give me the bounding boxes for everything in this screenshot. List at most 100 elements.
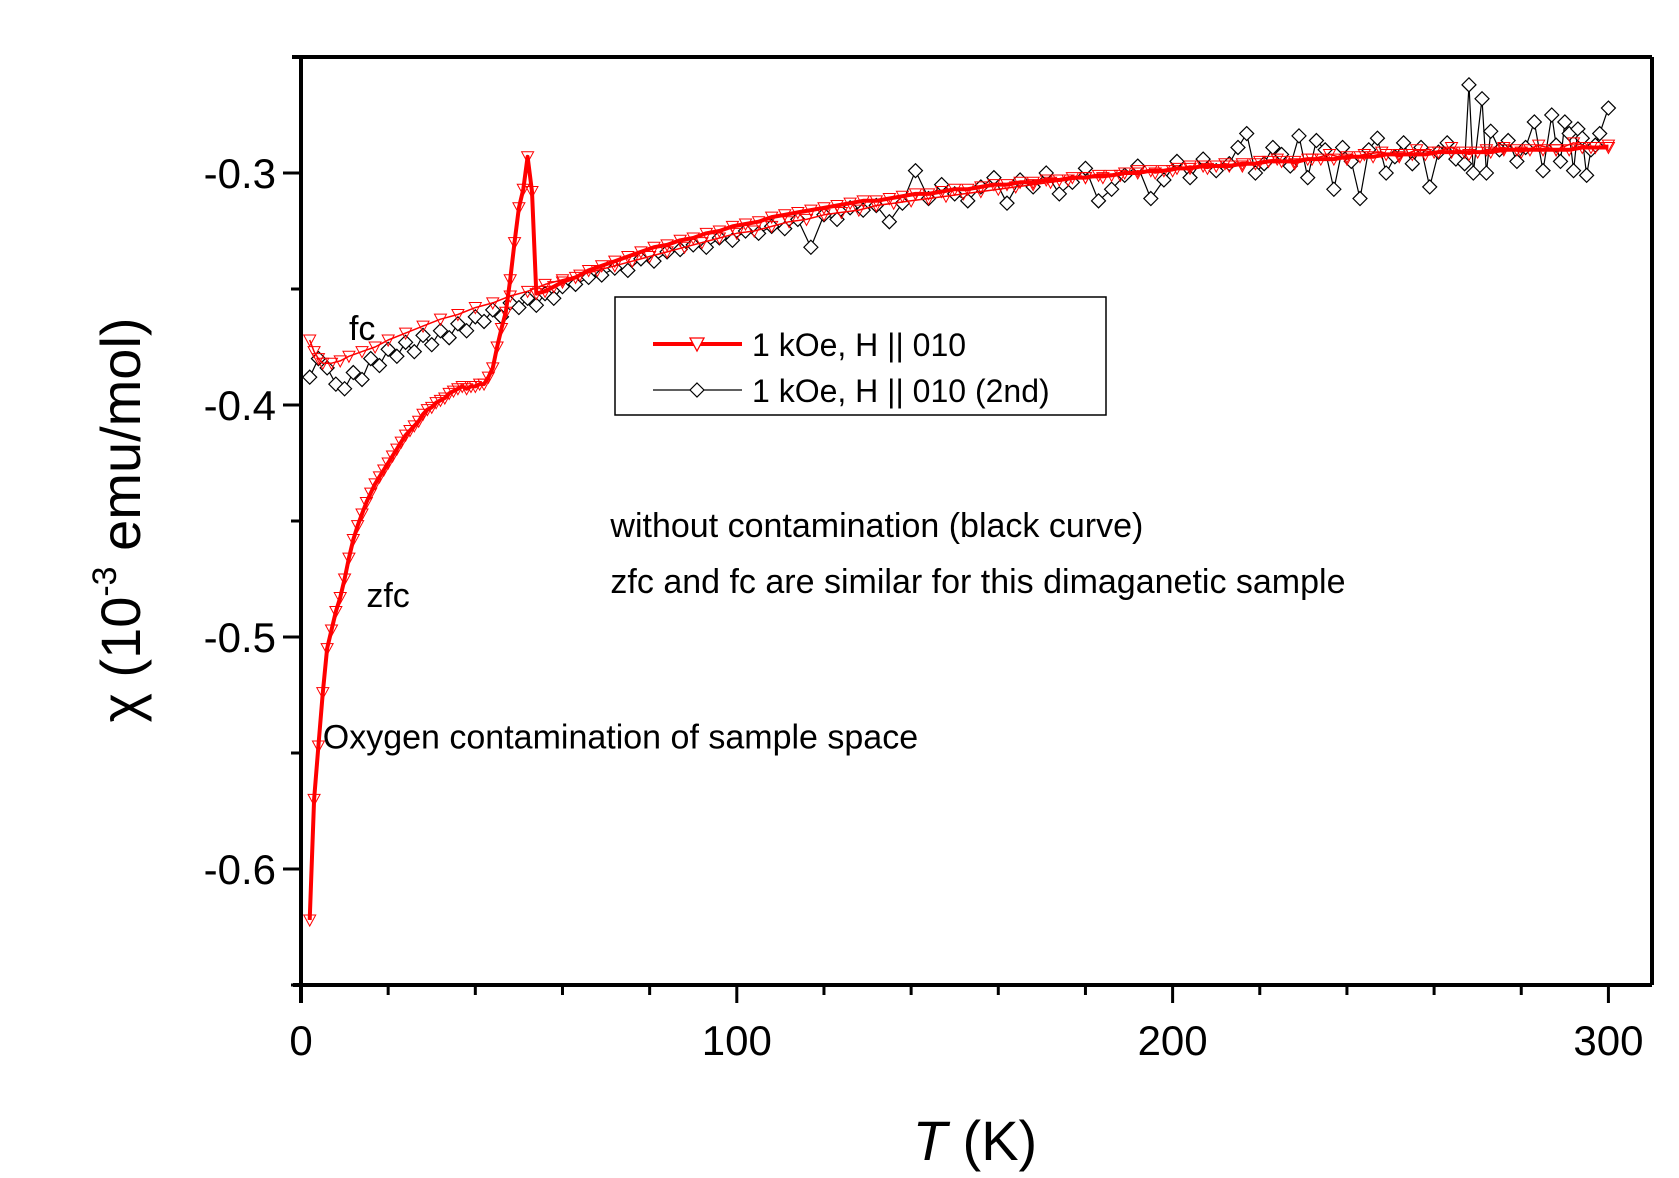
series-1-fc-point (1496, 141, 1511, 155)
series-1-zfc-point (974, 181, 988, 194)
series-2nd-point (1326, 181, 1342, 198)
series-1-fc-point (869, 199, 884, 213)
series-1-fc-point (468, 302, 483, 315)
series-1-fc-point (1026, 179, 1040, 192)
series-1-fc-point (590, 264, 605, 278)
series-2nd-point (1090, 192, 1107, 209)
series-2nd-point (450, 315, 466, 332)
annotation-2: Oxygen contamination of sample space (323, 718, 918, 756)
series-1-zfc-point (320, 643, 334, 656)
series-1-zfc-point (712, 225, 727, 239)
series-1-zfc-point (455, 380, 470, 394)
series-1-zfc-point (342, 552, 356, 566)
series-1-zfc-point (1575, 141, 1590, 155)
series-1-zfc-point (1013, 176, 1027, 190)
series-2nd-point (1352, 190, 1368, 207)
series-1-zfc-point (960, 183, 975, 197)
series-1-zfc-point (1091, 169, 1106, 183)
series-1-zfc-point (921, 188, 936, 201)
series-2nd-point (1308, 132, 1325, 149)
series-1-zfc-point (1183, 162, 1197, 176)
series-1-zfc-point (804, 204, 818, 218)
series-1-zfc-point (1235, 158, 1250, 171)
x-axis-title: T (K) (913, 1109, 1037, 1172)
legend-swatch-red-marker (688, 337, 706, 353)
series-1-fc-point (677, 241, 692, 255)
series-1-zfc-point (699, 227, 714, 241)
series-2nd-point (406, 343, 423, 360)
legend-swatch-black-marker (689, 382, 705, 398)
series-1-zfc-point (520, 151, 535, 164)
series-1-zfc-point (1496, 144, 1511, 157)
x-tick-label: 300 (1573, 1017, 1643, 1064)
series-2nd-point (441, 329, 458, 346)
series-2nd-point (1369, 130, 1386, 147)
series-1-fc-point (416, 320, 430, 334)
legend-label-series-2: 1 kOe, H || 010 (2nd) (752, 373, 1050, 409)
series-1-zfc-point (516, 183, 531, 197)
series-1-fc-point (1584, 141, 1598, 155)
series-2nd-point (907, 162, 924, 179)
series-1-zfc-point (512, 202, 526, 215)
series-1-fc-point (956, 188, 971, 201)
series-1-fc-point (1287, 158, 1302, 171)
series-1-fc-point (834, 206, 849, 220)
legend: 1 kOe, H || 010 1 kOe, H || 010 (2nd) (614, 296, 1107, 416)
series-2nd-point (1421, 179, 1438, 195)
series-1-fc-point (712, 232, 727, 246)
series-1-fc-point (642, 251, 657, 264)
series-1-fc-point (1130, 165, 1145, 178)
series-2nd-point (1230, 139, 1246, 156)
series-1-zfc-point (381, 457, 396, 471)
series-1-fc-point (1148, 167, 1163, 181)
series-1-zfc-point (525, 186, 539, 199)
series-2nd-point (1461, 76, 1477, 93)
series-1-fc-point (974, 186, 988, 199)
series-1-zfc-point (311, 740, 326, 754)
series-1-zfc-point (437, 392, 452, 406)
series-1-zfc-point (908, 188, 923, 201)
series-1-zfc-point (1457, 146, 1472, 160)
series-1-zfc-point (673, 234, 687, 248)
series-2nd-point (620, 262, 636, 279)
y-tick-label: -0.5 (204, 614, 276, 661)
series-1-zfc-point (1130, 167, 1145, 181)
series-1-zfc-point (1327, 153, 1341, 167)
series-1-zfc-point (843, 197, 857, 211)
series-1-zfc-point (481, 371, 496, 385)
series-1-fc-point (1374, 146, 1389, 160)
series-1-fc-point (1462, 148, 1476, 162)
series-1-zfc-point (1405, 148, 1420, 162)
series-2nd-point (1474, 90, 1490, 107)
series-2nd-point (1299, 169, 1316, 186)
series-1-zfc-point (764, 211, 779, 225)
series-2nd-point (698, 239, 715, 256)
series-1-zfc-point (856, 195, 871, 208)
series-1-zfc-point (398, 429, 413, 443)
series-1-zfc-point (485, 362, 500, 375)
series-1-zfc-point (350, 520, 365, 533)
series-1-fc-point (315, 357, 330, 371)
series-1-zfc-point (1039, 174, 1054, 188)
series-2nd-point (458, 322, 475, 339)
series-1-zfc-point (830, 199, 844, 213)
series-1-zfc-point (494, 322, 509, 336)
y-axis-title-suffix: emu/mol) (89, 317, 152, 566)
series-1-zfc-point (498, 306, 513, 320)
series-1-zfc-point (1536, 144, 1550, 157)
series-2nd-point (803, 239, 819, 256)
series-1-fc-point (355, 346, 369, 359)
series-1-zfc-point (607, 255, 622, 269)
series-1-zfc-point (660, 239, 674, 252)
series-1-zfc-point (416, 408, 430, 422)
series-2nd-point (328, 376, 344, 392)
series-2nd-point (476, 313, 492, 330)
series-1-zfc-point (411, 415, 426, 429)
series-2nd-point (319, 360, 335, 376)
series-1-fc-point (1218, 158, 1232, 171)
series-1-fc-point (311, 353, 326, 366)
series-1-fc-point (1078, 172, 1093, 185)
series-1-fc-point (607, 260, 622, 273)
series-1-fc-point (1427, 146, 1441, 160)
